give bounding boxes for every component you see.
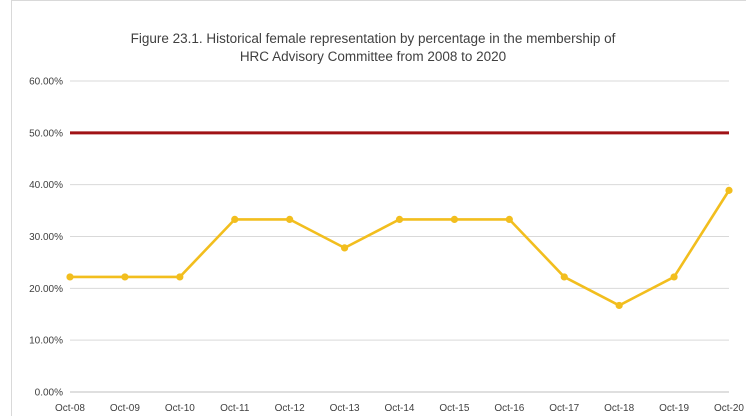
- x-tick-label: Oct-14: [384, 403, 414, 414]
- x-tick-label: Oct-13: [330, 403, 360, 414]
- data-point: [66, 273, 74, 281]
- x-tick-label: Oct-20: [714, 403, 744, 414]
- y-tick-label: 10.00%: [29, 336, 63, 347]
- data-point: [231, 215, 239, 223]
- x-tick-label: Oct-17: [549, 403, 579, 414]
- chart-title-line-1: Figure 23.1. Historical female represent…: [130, 31, 616, 46]
- chart-title-line-2: HRC Advisory Committee from 2008 to 2020: [239, 49, 507, 64]
- x-tick-label: Oct-16: [494, 403, 524, 414]
- data-point: [395, 215, 404, 223]
- data-point: [505, 215, 513, 223]
- x-tick-label: Oct-10: [165, 403, 195, 414]
- chart-title: Figure 23.1. Historical female represent…: [0, 30, 746, 66]
- data-point: [176, 273, 184, 281]
- data-point: [340, 244, 349, 252]
- chart-frame: [11, 0, 746, 416]
- x-tick-label: Oct-08: [55, 403, 85, 414]
- x-tick-label: Oct-19: [659, 403, 689, 414]
- x-tick-label: Oct-11: [220, 403, 250, 414]
- data-point: [560, 273, 568, 281]
- y-tick-label: 0.00%: [35, 388, 63, 399]
- data-point: [450, 215, 459, 223]
- y-tick-label: 50.00%: [29, 128, 63, 139]
- y-tick-label: 60.00%: [29, 77, 63, 88]
- data-point: [670, 273, 678, 281]
- data-point: [725, 186, 733, 194]
- data-point: [121, 273, 129, 281]
- x-tick-label: Oct-12: [275, 403, 305, 414]
- y-tick-label: 20.00%: [29, 284, 63, 295]
- y-tick-label: 40.00%: [29, 180, 63, 191]
- x-tick-label: Oct-15: [439, 403, 469, 414]
- x-tick-label: Oct-18: [604, 403, 634, 414]
- y-tick-label: 30.00%: [29, 232, 63, 243]
- x-tick-label: Oct-09: [110, 403, 140, 414]
- data-point: [286, 215, 294, 223]
- data-point: [615, 301, 623, 310]
